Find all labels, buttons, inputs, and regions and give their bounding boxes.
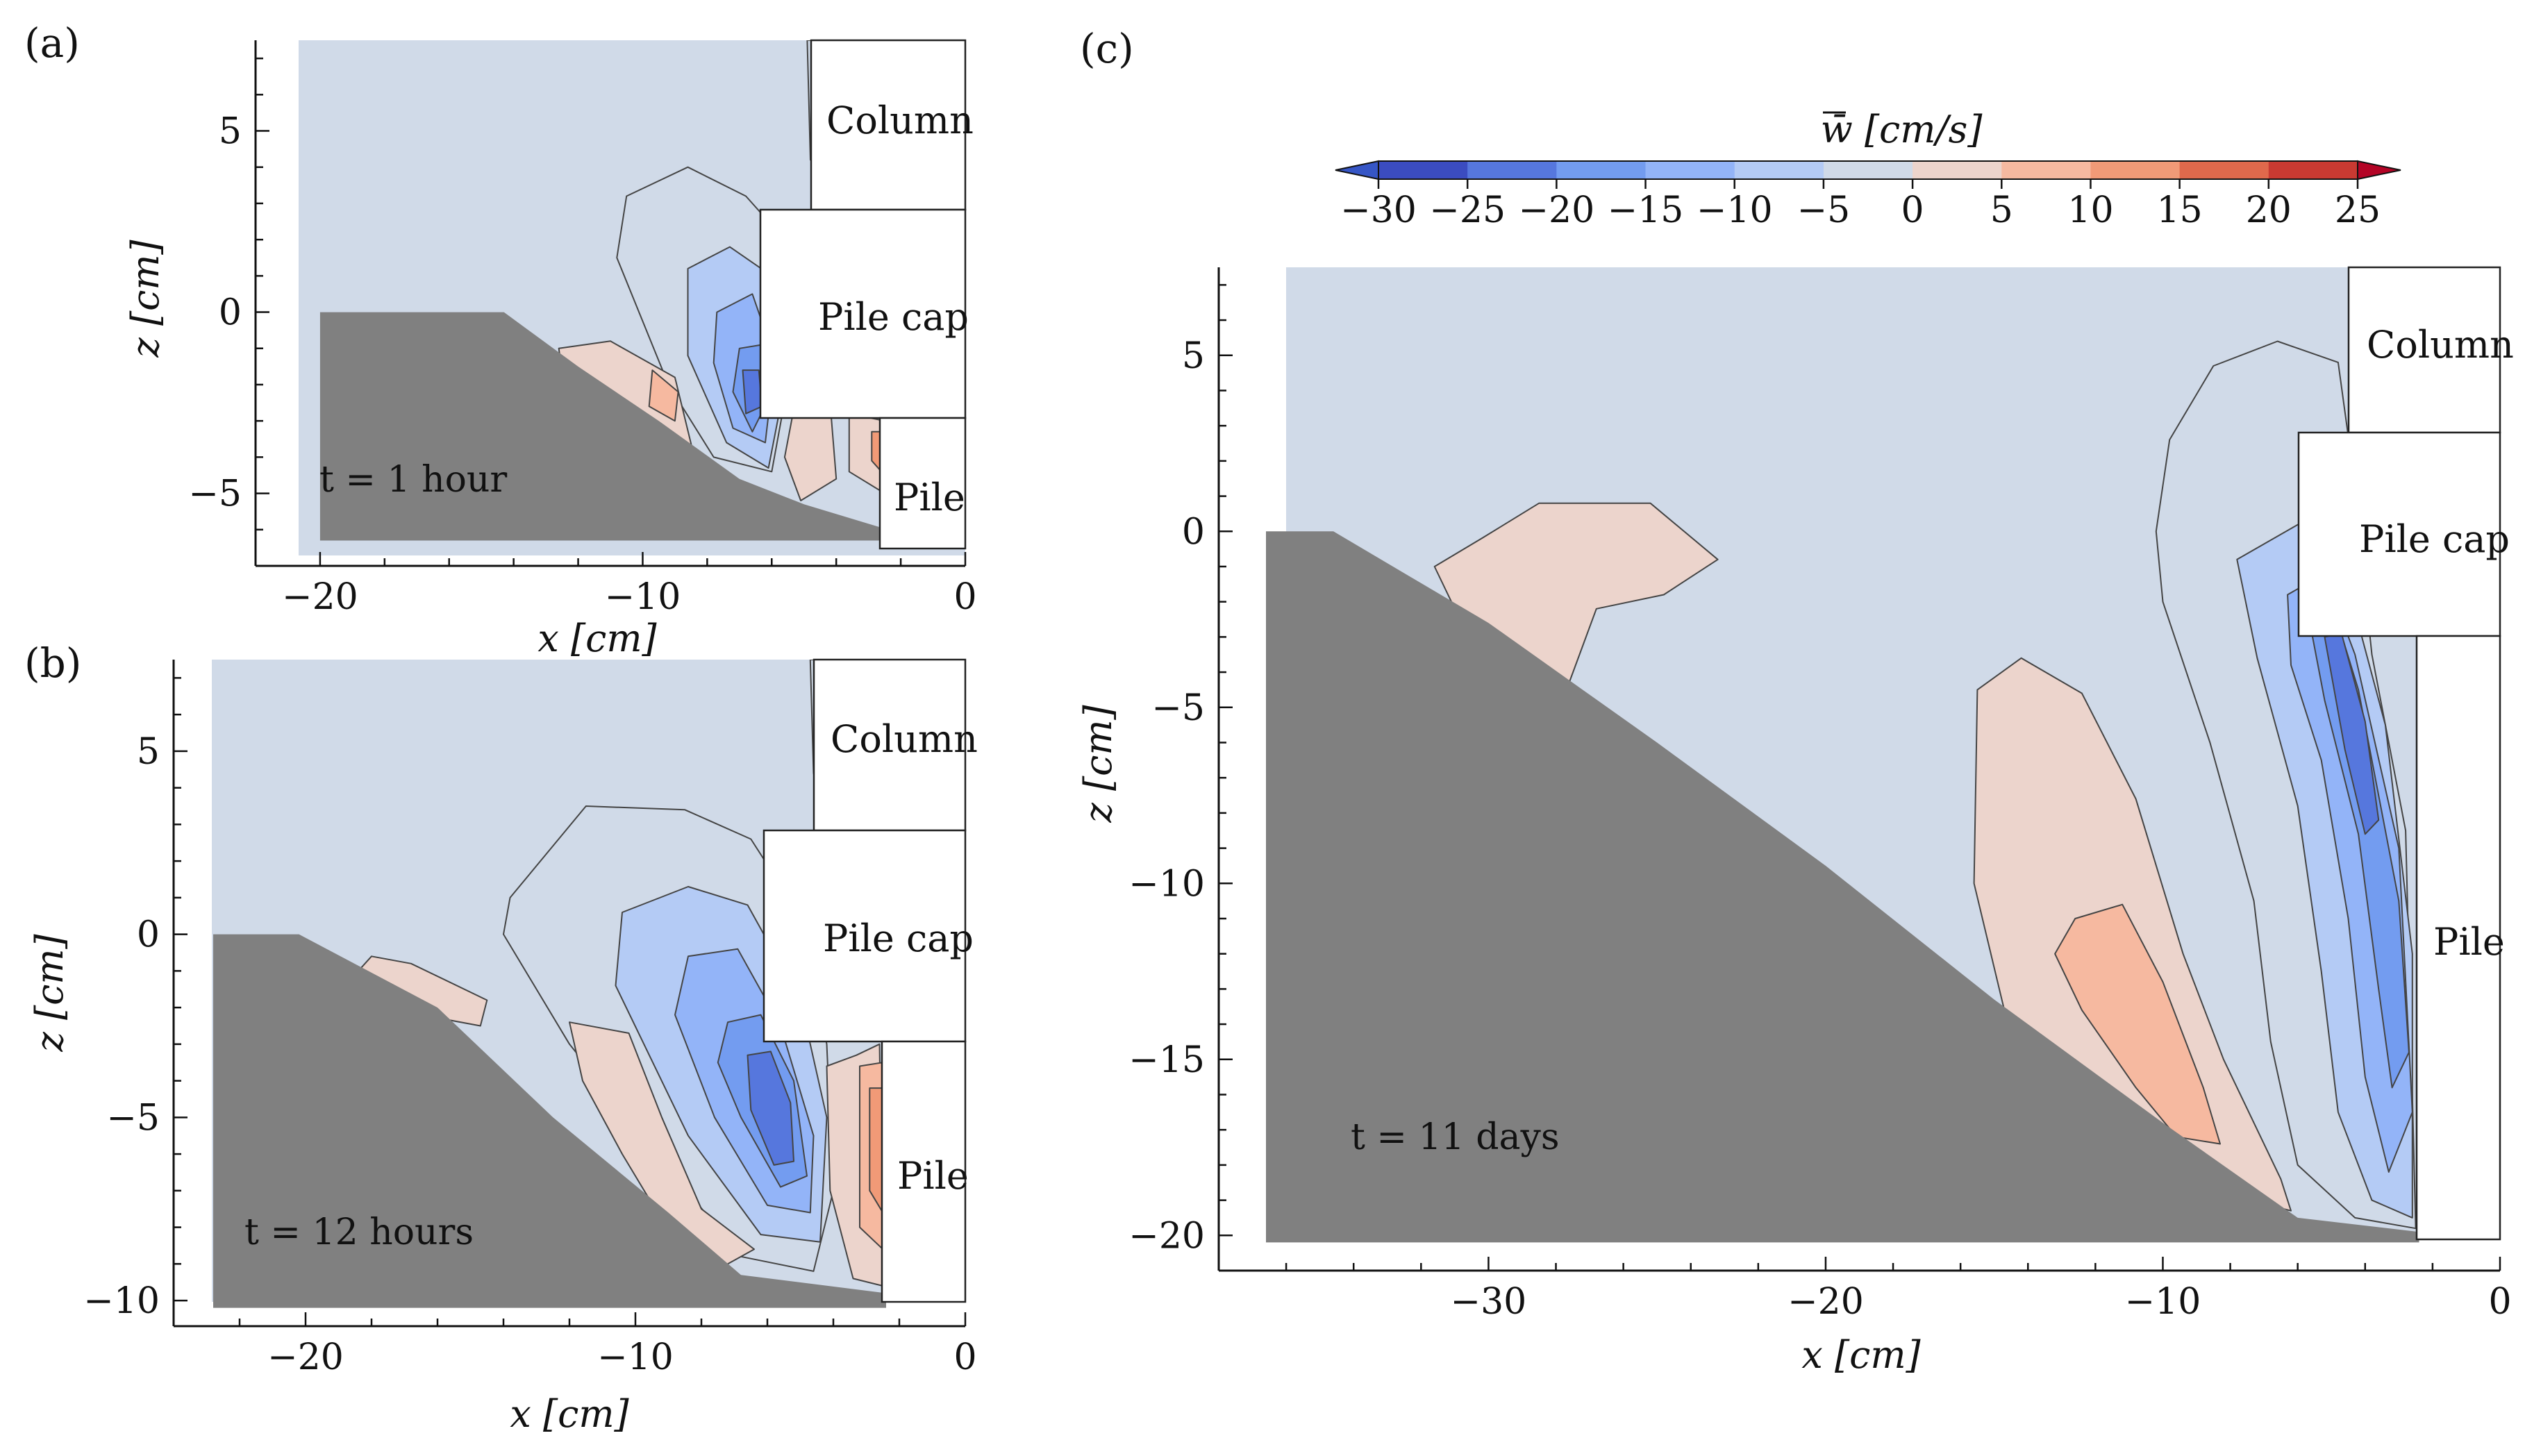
colorbar-segment-9 (2179, 161, 2269, 179)
x-tick-label-c-1: −20 (1788, 1281, 1864, 1323)
colorbar-segment-4 (1734, 161, 1824, 179)
colorbar-tick-label-10: 20 (2246, 190, 2292, 231)
sediment-bed-c (1266, 531, 2419, 1243)
column-label-a: Column (826, 99, 974, 142)
y-tick-label-b-2: 0 (137, 914, 160, 956)
y-tick-label-b-3: 5 (137, 731, 160, 773)
colorbar-tick-label-9: 15 (2157, 190, 2203, 231)
pile-cap-a (759, 208, 967, 419)
time-label-a: t = 1 hour (319, 459, 507, 501)
pile-cap-label-b: Pile cap (823, 917, 974, 960)
right-margin-c (2501, 253, 2525, 1285)
x-tick-label-c-0: −30 (1451, 1281, 1527, 1323)
colorbar-segment-1 (1467, 161, 1557, 179)
y-axis-title-c: z [cm] (1076, 704, 1120, 823)
x-tick-label-b-0: −20 (267, 1337, 344, 1378)
column-label-b: Column (831, 717, 978, 761)
time-label-c: t = 11 days (1351, 1116, 1560, 1158)
x-tick-label-b-2: 0 (953, 1337, 976, 1378)
right-margin-a (966, 26, 994, 580)
colorbar-label: w̄ [cm/s] (1821, 108, 1983, 151)
pile-label-b: Pile (897, 1154, 969, 1198)
x-axis-title-b: x [cm] (510, 1392, 629, 1436)
plot-area-a: −20 −10 0 −5 0 5 (188, 26, 994, 618)
y-tick-label-c-3: −5 (1151, 687, 1205, 729)
colorbar-tick-label-2: −20 (1518, 190, 1594, 231)
contour-c-7 (2054, 903, 2221, 1145)
x-tick-label-a-1: −10 (605, 576, 681, 618)
column-a (810, 39, 967, 211)
colorbar-tick-label-6: 0 (1901, 190, 1924, 231)
pile-cap-label-a: Pile cap (818, 295, 969, 339)
colorbar-segment-7 (2001, 161, 2091, 179)
colorbar-tick-label-0: −30 (1340, 190, 1417, 231)
colorbar-frame (1378, 160, 2358, 180)
y-tick-label-b-0: −10 (83, 1280, 160, 1322)
colorbar-segment-3 (1645, 161, 1735, 179)
contour-b-4 (747, 1051, 794, 1166)
column-c (2347, 266, 2501, 434)
colorbar: w̄ [cm/s] −30 −25 −20 −15 −10 −5 0 5 10 15 20 25 (1335, 108, 2401, 231)
colorbar-tick-label-3: −15 (1608, 190, 1684, 231)
y-axis-title-a: z [cm] (124, 239, 167, 358)
colorbar-tick-label-1: −25 (1429, 190, 1506, 231)
pile-label-c: Pile (2433, 920, 2505, 964)
panel-a: (a) t = 1 hour Column Pile cap Pile x [c… (24, 19, 974, 660)
plot-area-b: −20 −10 0 −10 −5 0 5 (83, 646, 994, 1378)
column-label-c: Column (2367, 323, 2514, 367)
colorbar-segment-0 (1378, 161, 1468, 179)
sediment-bed-a (319, 312, 888, 541)
pile-cap-c (2297, 431, 2501, 637)
x-tick-label-a-2: 0 (953, 576, 976, 618)
x-axis-title-c: x [cm] (1801, 1333, 1921, 1377)
colorbar-over-arrow (2357, 160, 2401, 181)
colorbar-segment-8 (2090, 161, 2181, 179)
colorbar-tick-label-4: −10 (1697, 190, 1773, 231)
y-tick-label-c-4: 0 (1182, 511, 1205, 553)
contour-b-9 (869, 1087, 884, 1214)
x-tick-label-b-1: −10 (597, 1337, 674, 1378)
colorbar-tick-label-7: 5 (1990, 190, 2013, 231)
pile-c (2415, 635, 2501, 1241)
y-tick-label-a-1: 0 (219, 292, 242, 334)
y-tick-label-a-2: 5 (219, 111, 242, 153)
panel-label-c: (c) (1080, 25, 1134, 72)
colorbar-tick-label-5: −5 (1797, 190, 1851, 231)
pile-label-a: Pile (894, 476, 965, 519)
y-tick-label-a-0: −5 (188, 474, 242, 515)
sediment-bed-b (213, 934, 886, 1308)
colorbar-under-arrow (1335, 160, 1379, 181)
colorbar-tick-label-11: 25 (2335, 190, 2381, 231)
contour-a-4 (742, 369, 763, 415)
panel-label-b: (b) (24, 639, 81, 687)
time-label-b: t = 12 hours (244, 1212, 474, 1253)
y-tick-label-c-1: −15 (1128, 1039, 1205, 1081)
x-tick-label-a-0: −20 (282, 576, 358, 618)
right-margin-b (966, 646, 994, 1340)
contour-b-6 (569, 1021, 755, 1272)
pile-b (881, 1040, 967, 1303)
panel-b: (b) t = 12 hours Column Pile cap Pile x … (24, 639, 978, 1436)
pile-cap-b (762, 829, 967, 1043)
panel-c: (c) t = 11 days Column Pile cap Pile x [… (1076, 25, 2514, 1377)
y-tick-label-c-5: 5 (1182, 335, 1205, 377)
x-tick-label-c-2: −10 (2125, 1281, 2201, 1323)
colorbar-segment-2 (1556, 161, 1647, 179)
plot-area-c: −30 −20 −10 0 −20 −15 −10 −5 0 5 (1128, 253, 2525, 1323)
contour-a-6 (648, 369, 679, 422)
pile-a (878, 417, 967, 550)
y-tick-label-b-1: −5 (106, 1097, 160, 1139)
panel-label-a: (a) (24, 19, 80, 67)
x-axis-title-a: x [cm] (538, 617, 657, 660)
colorbar-segment-6 (1912, 161, 2002, 179)
y-tick-label-c-2: −10 (1128, 863, 1205, 905)
y-axis-title-b: z [cm] (28, 933, 72, 1052)
y-tick-label-c-0: −20 (1128, 1215, 1205, 1257)
colorbar-segment-10 (2268, 161, 2358, 179)
colorbar-segment-5 (1823, 161, 1913, 179)
colorbar-tick-label-8: 10 (2067, 190, 2113, 231)
pile-cap-label-c: Pile cap (2359, 517, 2510, 561)
x-tick-label-c-3: 0 (2488, 1281, 2511, 1323)
